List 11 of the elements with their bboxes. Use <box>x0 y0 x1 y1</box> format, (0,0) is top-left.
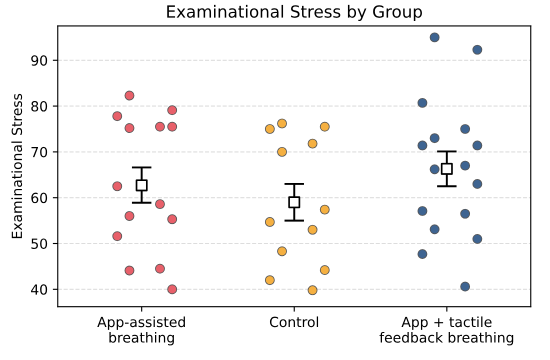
y-tick-label: 60 <box>31 192 48 204</box>
y-tick-label: 90 <box>31 55 48 66</box>
y-tick-label: 40 <box>31 284 48 295</box>
x-tick-label: Control <box>270 316 318 328</box>
x-tick-label: App + tactile feedback breathing <box>380 316 514 346</box>
x-tick-label: App-assisted breathing <box>97 316 185 346</box>
chart-title: Examinational Stress by Group <box>167 4 422 22</box>
y-axis-title: Examinational Stress <box>11 94 22 238</box>
y-tick-label: 80 <box>31 101 48 112</box>
y-tick-label: 50 <box>31 238 48 249</box>
y-tick-label: 70 <box>31 146 48 158</box>
